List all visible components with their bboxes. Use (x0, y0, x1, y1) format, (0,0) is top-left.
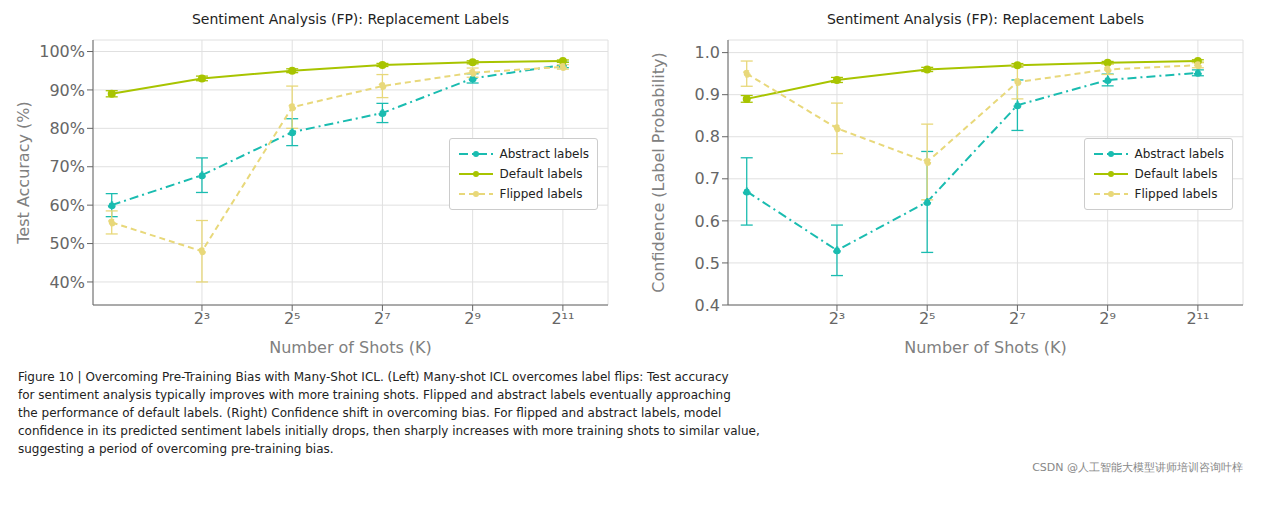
svg-text:Test Accuracy (%): Test Accuracy (%) (14, 101, 33, 244)
svg-text:0.8: 0.8 (695, 127, 720, 146)
svg-text:0.6: 0.6 (695, 212, 720, 231)
svg-text:0.4: 0.4 (695, 296, 720, 315)
html-text:Abstract labels: Abstract labels (1134, 146, 1224, 161)
svg-text:80%: 80% (49, 119, 85, 138)
svg-text:2⁹: 2⁹ (464, 309, 481, 328)
html-text:CSDN @人工智能大模型讲师培训咨询叶梓: CSDN @人工智能大模型讲师培训咨询叶梓 (1032, 461, 1243, 474)
svg-text:100%: 100% (39, 42, 85, 61)
html-text:Abstract labels: Abstract labels (499, 146, 589, 161)
svg-text:2⁷: 2⁷ (1009, 309, 1026, 328)
svg-text:2⁵: 2⁵ (284, 309, 301, 328)
svg-text:2¹¹: 2¹¹ (1186, 309, 1209, 328)
svg-text:2³: 2³ (829, 309, 846, 328)
svg-text:0.7: 0.7 (695, 169, 720, 188)
html-text:Flipped labels: Flipped labels (499, 186, 583, 201)
svg-text:2⁷: 2⁷ (374, 309, 391, 328)
svg-text:2¹¹: 2¹¹ (551, 309, 574, 328)
svg-text:Confidence (Label Probability): Confidence (Label Probability) (649, 52, 668, 292)
svg-text:2³: 2³ (194, 309, 211, 328)
svg-text:90%: 90% (49, 81, 85, 100)
svg-text:40%: 40% (49, 273, 85, 292)
svg-text:2⁵: 2⁵ (919, 309, 936, 328)
svg-text:Number of Shots (K): Number of Shots (K) (269, 338, 432, 357)
html-text:Default labels: Default labels (499, 166, 583, 181)
html-text:Default labels: Default labels (1134, 166, 1218, 181)
svg-text:50%: 50% (49, 234, 85, 253)
svg-text:1.0: 1.0 (695, 43, 720, 62)
html-text:Sentiment Analysis (FP): Repla: Sentiment Analysis (FP): Replacement Lab… (827, 11, 1144, 27)
svg-text:0.9: 0.9 (695, 85, 720, 104)
svg-text:70%: 70% (49, 157, 85, 176)
html-text:Figure 10 | Overcoming Pre-Tra: Figure 10 | Overcoming Pre-Training Bias… (18, 370, 760, 456)
svg-text:2⁹: 2⁹ (1099, 309, 1116, 328)
svg-text:Number of Shots (K): Number of Shots (K) (904, 338, 1067, 357)
svg-text:60%: 60% (49, 196, 85, 215)
html-text:Sentiment Analysis (FP): Repla: Sentiment Analysis (FP): Replacement Lab… (192, 11, 509, 27)
html-text:Flipped labels: Flipped labels (1134, 186, 1218, 201)
svg-text:0.5: 0.5 (695, 254, 720, 273)
